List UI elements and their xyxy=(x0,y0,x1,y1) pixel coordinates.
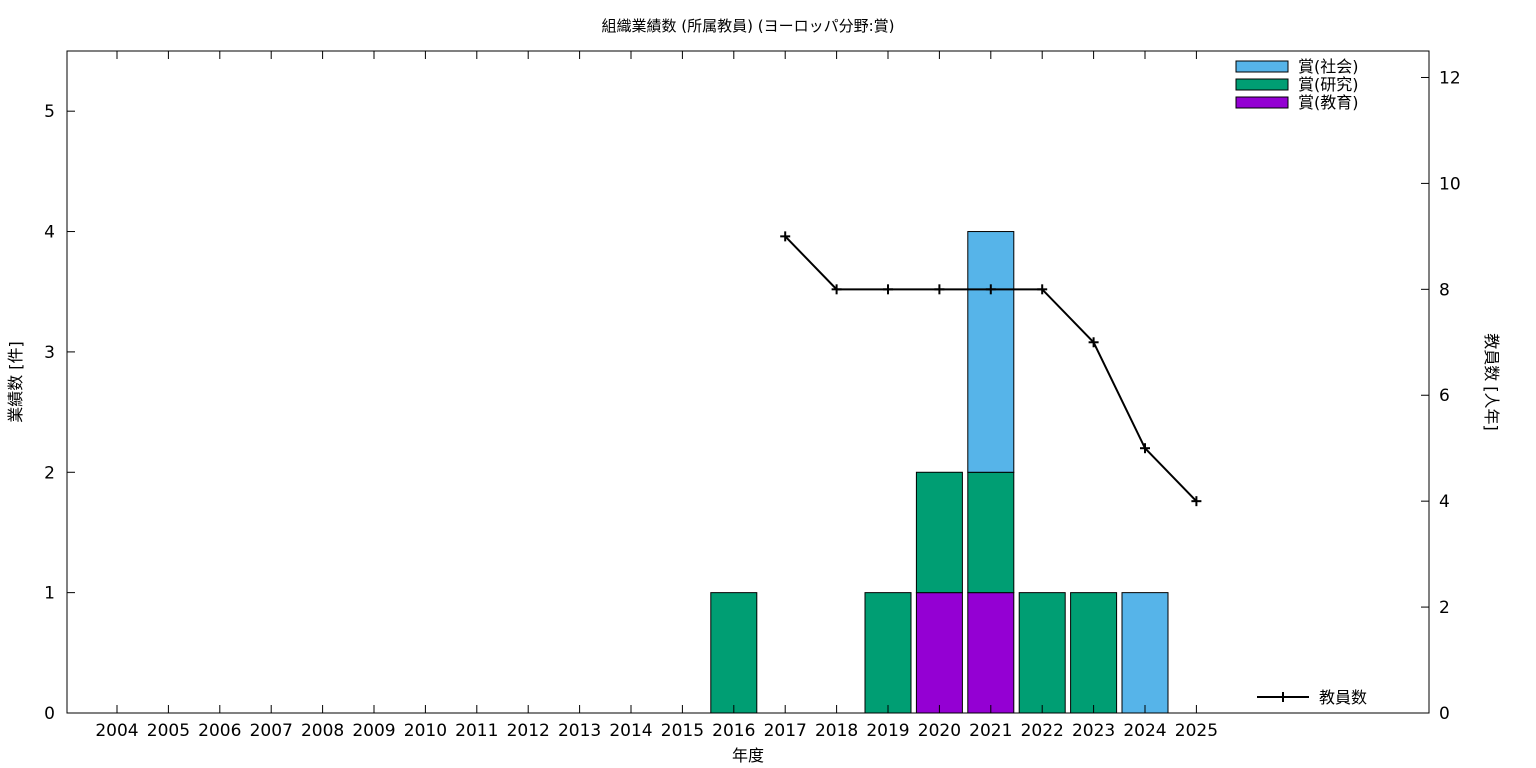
staff-count-point-2017 xyxy=(780,231,791,242)
staff-count-point-2021 xyxy=(985,284,996,295)
chart-title: 組織業績数 (所属教員) (ヨーロッパ分野:賞) xyxy=(602,17,895,35)
x-tick-label: 2015 xyxy=(661,721,704,741)
x-tick-label: 2024 xyxy=(1123,721,1166,741)
y2-tick-label: 12 xyxy=(1439,68,1461,88)
staff-count-point-2023 xyxy=(1088,337,1099,348)
legend-label-賞(教育): 賞(教育) xyxy=(1298,93,1359,112)
x-tick-label: 2009 xyxy=(352,721,395,741)
x-tick-label: 2004 xyxy=(95,721,138,741)
y2-tick-label: 0 xyxy=(1439,704,1450,724)
bar-2020-賞(教育) xyxy=(915,592,963,714)
bar-2019-賞(研究) xyxy=(864,592,912,714)
y2-axis-label: 教員数 [人年] xyxy=(1482,333,1501,431)
staff-count-point-2022 xyxy=(1037,284,1048,295)
staff-count-point-2019 xyxy=(883,284,893,295)
x-tick-label: 2018 xyxy=(815,721,858,741)
x-tick-label: 2021 xyxy=(969,721,1012,741)
x-tick-label: 2016 xyxy=(712,721,755,741)
staff-count-point-2024 xyxy=(1140,443,1150,454)
x-tick-label: 2005 xyxy=(147,721,190,741)
y2-tick-label: 4 xyxy=(1439,492,1450,512)
x-tick-label: 2022 xyxy=(1021,721,1064,741)
y-tick-label: 2 xyxy=(44,463,55,483)
bar-2021-賞(研究) xyxy=(967,471,1015,594)
bar-2024-賞(社会) xyxy=(1121,592,1169,714)
staff-count-point-2025 xyxy=(1191,496,1202,507)
legend-swatch-賞(研究) xyxy=(1235,78,1289,91)
y-tick-label: 3 xyxy=(44,343,55,363)
plot-frame xyxy=(66,50,1430,714)
x-tick-label: 2014 xyxy=(609,721,652,741)
bar-2016-賞(研究) xyxy=(710,592,758,714)
y-tick-label: 5 xyxy=(44,102,55,122)
x-tick-label: 2019 xyxy=(866,721,909,741)
x-tick-label: 2012 xyxy=(507,721,550,741)
x-tick-label: 2006 xyxy=(198,721,241,741)
bar-2021-賞(社会) xyxy=(967,231,1015,473)
legend-layer: 賞(社会)賞(研究)賞(教育) 教員数 xyxy=(1235,57,1367,707)
y-tick-label: 0 xyxy=(44,704,55,724)
legend-label-賞(研究): 賞(研究) xyxy=(1298,75,1359,94)
x-tick-label: 2023 xyxy=(1072,721,1115,741)
bars-layer xyxy=(710,231,1169,714)
x-tick-label: 2020 xyxy=(918,721,961,741)
x-tick-label: 2010 xyxy=(404,721,447,741)
bar-2021-賞(教育) xyxy=(967,592,1015,714)
y2-tick-label: 10 xyxy=(1439,174,1461,194)
y2-tick-label: 2 xyxy=(1439,598,1450,618)
x-tick-label: 2007 xyxy=(250,721,293,741)
staff-count-point-2020 xyxy=(934,284,945,295)
y-tick-label: 4 xyxy=(44,223,55,243)
y-axis-label: 業績数 [件] xyxy=(6,341,25,423)
x-tick-label: 2025 xyxy=(1175,721,1218,741)
y2-tick-label: 8 xyxy=(1439,280,1450,300)
line-layer xyxy=(780,231,1202,507)
legend-swatch-賞(教育) xyxy=(1235,96,1289,109)
legend-label-教員数: 教員数 xyxy=(1319,688,1367,707)
y-tick-label: 1 xyxy=(44,584,55,604)
bar-2023-賞(研究) xyxy=(1070,592,1118,714)
x-tick-label: 2013 xyxy=(558,721,601,741)
staff-count-point-2018 xyxy=(831,284,842,295)
x-axis-label: 年度 xyxy=(732,746,764,765)
bar-2020-賞(研究) xyxy=(915,471,963,594)
x-tick-label: 2017 xyxy=(764,721,807,741)
x-tick-label: 2008 xyxy=(301,721,344,741)
bar-2022-賞(研究) xyxy=(1018,592,1066,714)
y2-tick-label: 6 xyxy=(1439,386,1450,406)
x-tick-label: 2011 xyxy=(455,721,498,741)
legend-label-賞(社会): 賞(社会) xyxy=(1298,57,1359,76)
legend-swatch-賞(社会) xyxy=(1235,60,1289,73)
